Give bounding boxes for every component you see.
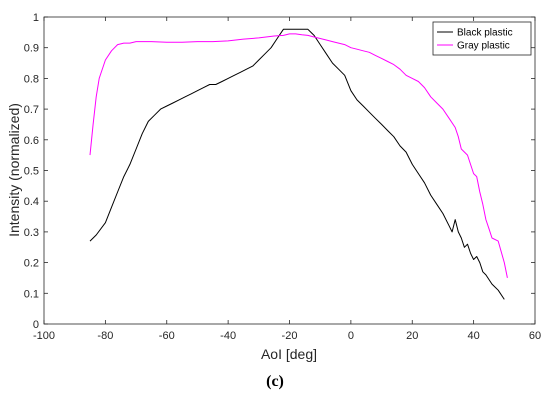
x-tick-label: -100 [33, 330, 55, 342]
x-tick-label: 0 [348, 330, 354, 342]
series-line-black-plastic [89, 28, 505, 300]
y-tick-label: 0.8 [24, 73, 39, 85]
y-tick-label: 0.1 [24, 288, 39, 300]
x-axis-title: AoI [deg] [261, 346, 317, 362]
x-tick-label: 40 [468, 330, 480, 342]
y-axis-title: Intensity (normalized) [6, 103, 22, 237]
series-line-gray-plastic [89, 33, 508, 278]
y-tick-label: 0.9 [24, 43, 39, 55]
x-tick-label: -80 [97, 330, 113, 342]
plot-frame [43, 16, 536, 325]
axis-ticks: -100 -80 -60 -40 -20 0 20 40 60 0 0.1 0.2 0.3 0.4 0.5 0… [24, 12, 541, 342]
y-tick-label: 0 [33, 319, 39, 331]
y-tick-label: 0.3 [24, 227, 39, 239]
series-lines [89, 28, 508, 300]
y-tick-label: 0.5 [24, 166, 39, 178]
plot-area [43, 16, 536, 325]
x-tick-label: 20 [406, 330, 418, 342]
legend-label: Gray plastic [457, 41, 510, 52]
y-tick-label: 0.6 [24, 135, 39, 147]
legend-label: Black plastic [457, 28, 513, 39]
panel-label: (c) [266, 373, 284, 390]
x-tick-label: -40 [220, 330, 236, 342]
legend-box [432, 21, 532, 56]
y-tick-label: 1 [33, 12, 39, 24]
y-tick-label: 0.2 [24, 258, 39, 270]
x-tick-label: 60 [529, 330, 541, 342]
y-tick-label: 0.4 [24, 196, 39, 208]
y-tick-label: 0.7 [24, 104, 39, 116]
x-tick-label: -60 [159, 330, 175, 342]
legend: Black plastic Gray plastic [432, 21, 532, 56]
x-tick-label: -20 [282, 330, 298, 342]
